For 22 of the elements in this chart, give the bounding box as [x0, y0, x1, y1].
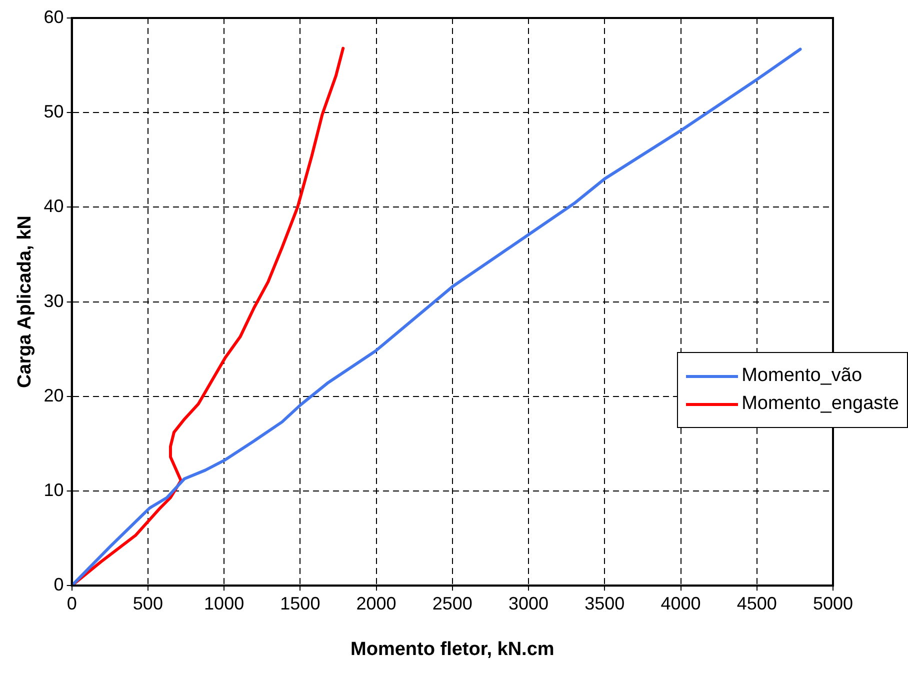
x-tick-label: 2500	[432, 593, 472, 614]
y-tick-label: 0	[54, 574, 64, 595]
x-tick-label: 3500	[584, 593, 625, 614]
x-tick-label: 4500	[736, 593, 777, 614]
x-tick-label: 4000	[660, 593, 701, 614]
y-axis-title: Carga Aplicada, kN	[14, 216, 36, 388]
x-tick-label: 0	[66, 593, 77, 614]
legend-label: Momento_engaste	[742, 393, 899, 415]
x-tick-label: 1000	[204, 593, 244, 614]
y-tick-label: 60	[44, 6, 64, 27]
x-tick-label: 5000	[812, 593, 854, 614]
y-tick-label: 30	[44, 290, 64, 311]
x-tick-label: 2000	[356, 593, 396, 614]
x-tick-label: 3000	[508, 593, 549, 614]
y-tick-label: 50	[44, 102, 64, 122]
x-axis-title: Momento fletor, kN.cm	[350, 638, 554, 660]
x-tick-label: 500	[132, 593, 163, 614]
y-tick-label: 40	[44, 196, 64, 216]
y-tick-label: 20	[44, 385, 64, 406]
y-tick-label: 10	[44, 480, 64, 500]
x-tick-label: 1500	[280, 593, 320, 614]
legend-label: Momento_vão	[742, 365, 862, 387]
